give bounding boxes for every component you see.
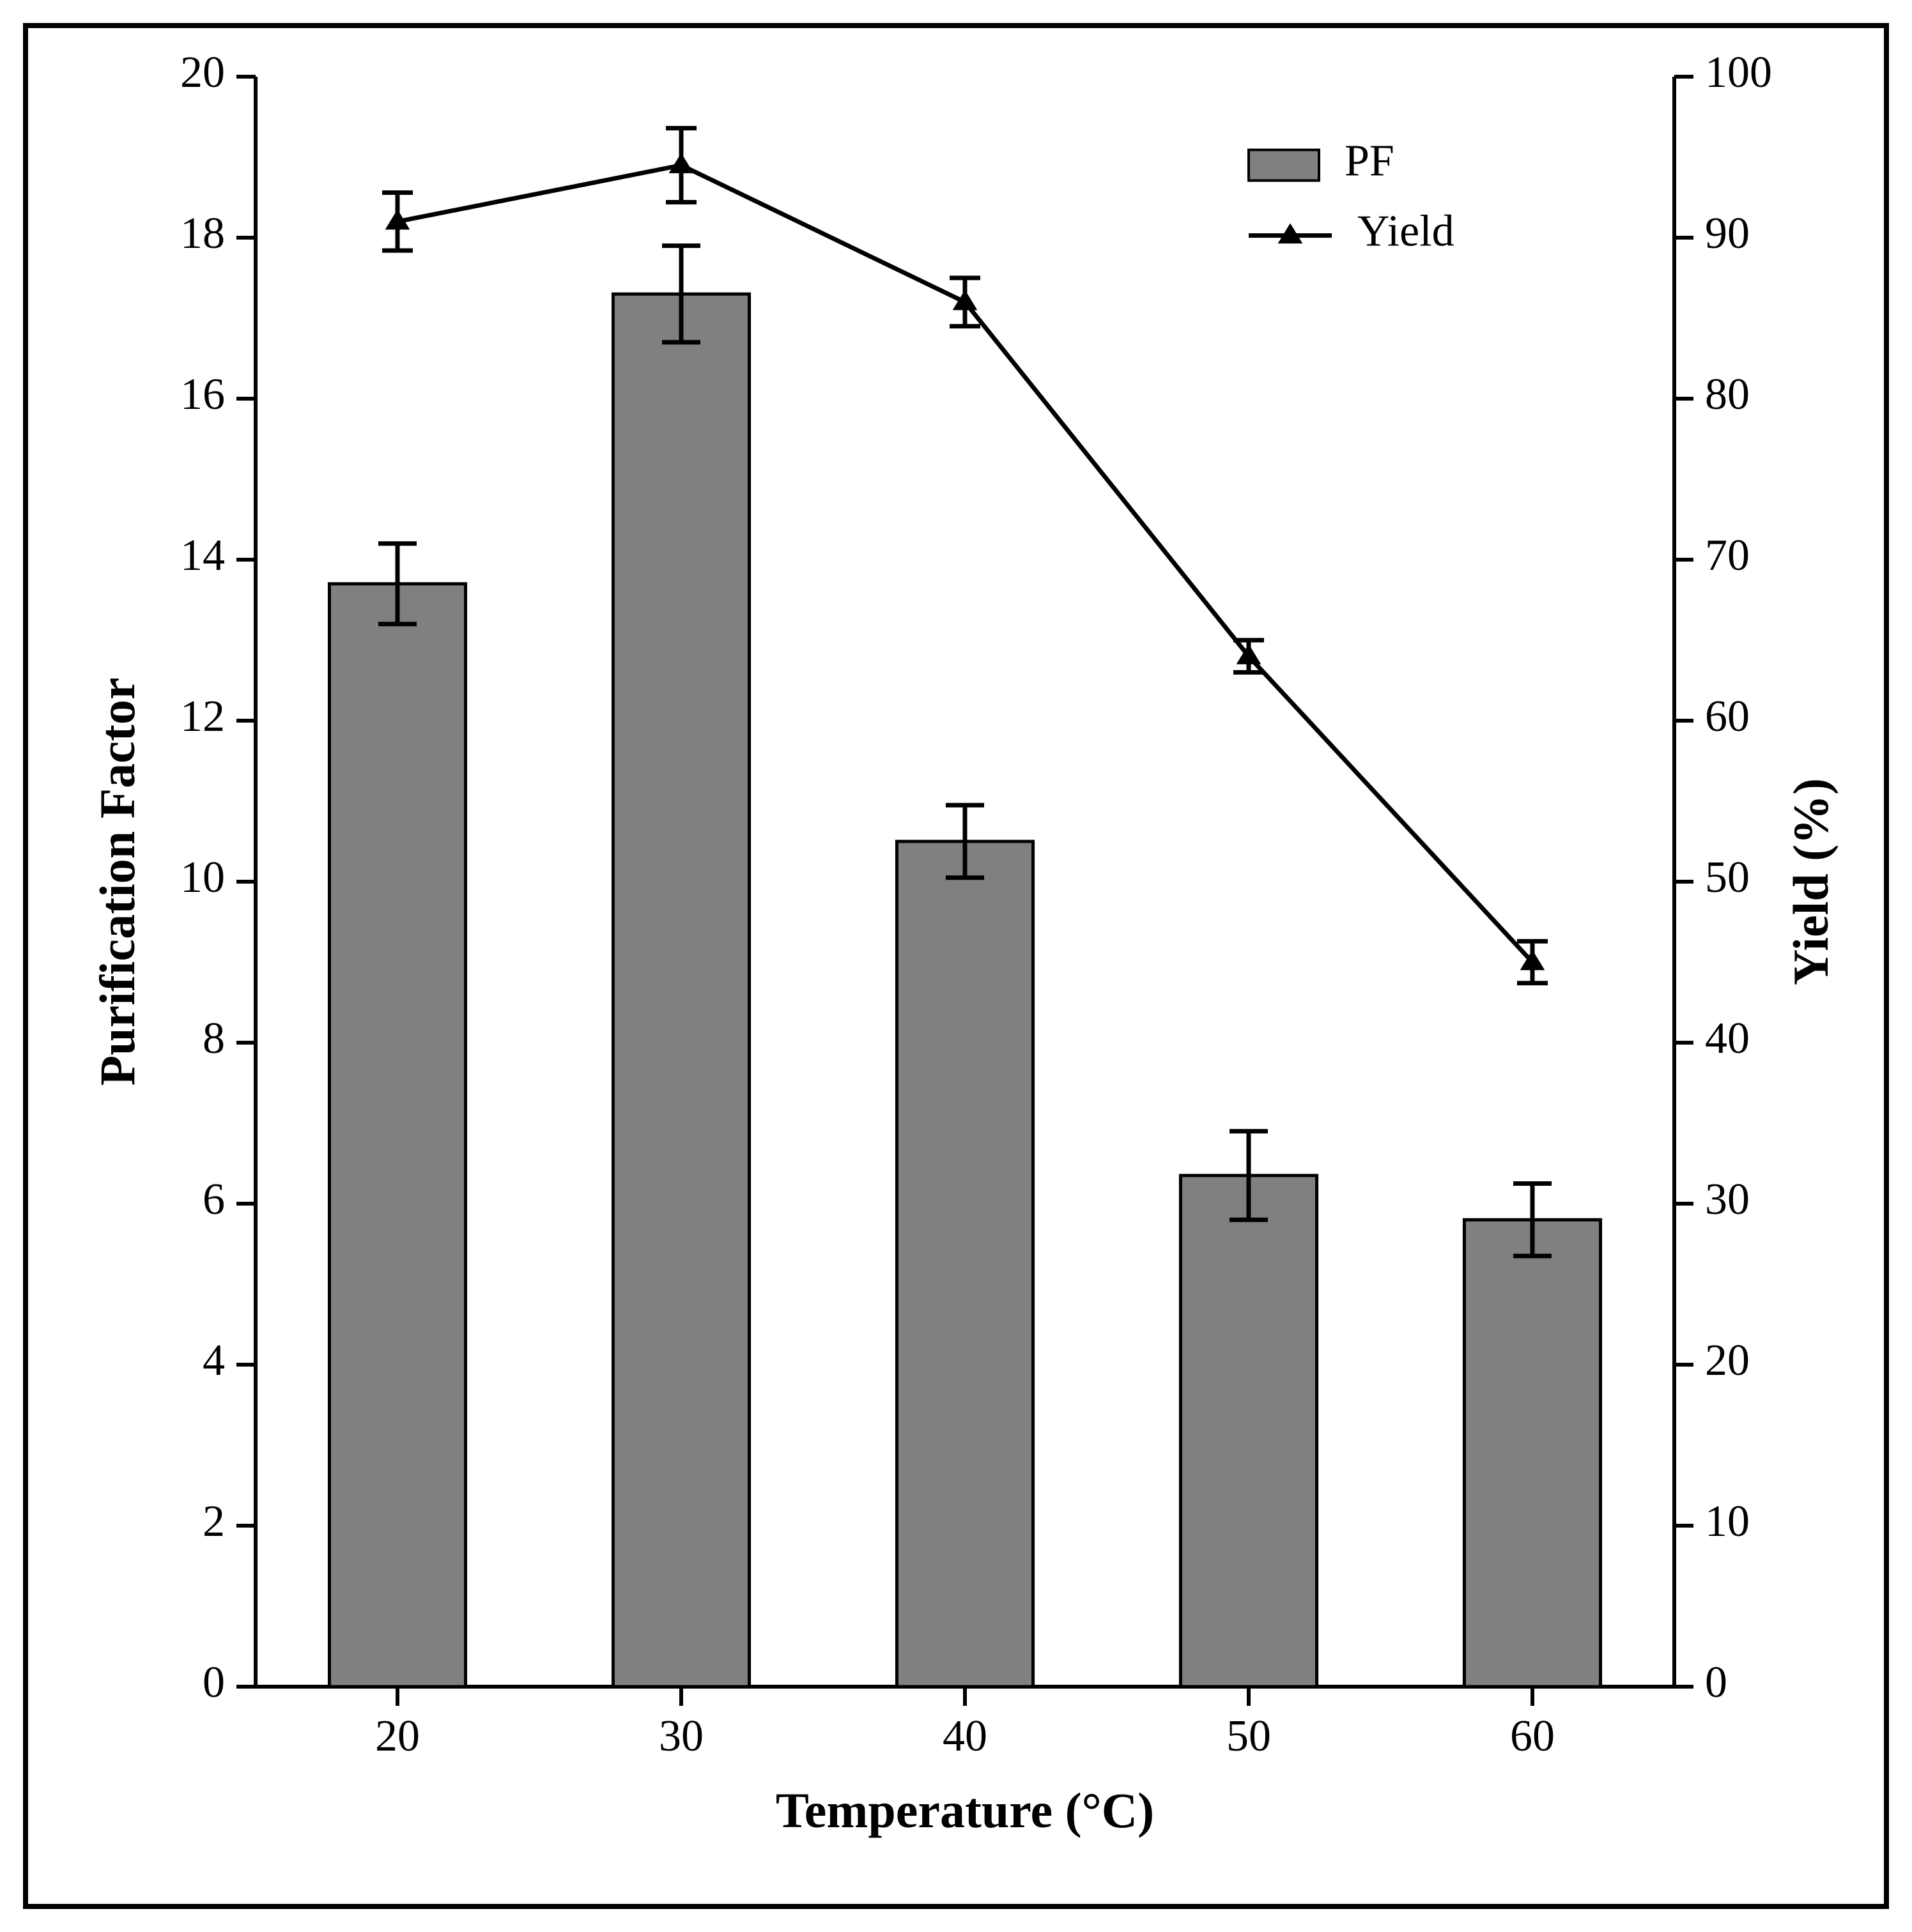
- y-right-tick-label: 70: [1705, 531, 1750, 580]
- y-right-tick-label: 60: [1705, 692, 1750, 741]
- bar: [329, 584, 465, 1687]
- y-left-tick-label: 0: [203, 1658, 225, 1707]
- legend-swatch-bar: [1249, 150, 1319, 181]
- y-right-tick-label: 40: [1705, 1014, 1750, 1063]
- y-left-tick-label: 20: [180, 48, 225, 97]
- y-right-tick-label: 100: [1705, 48, 1772, 97]
- y-right-tick-label: 30: [1705, 1175, 1750, 1224]
- yield-marker-icon: [670, 154, 692, 172]
- x-tick-label: 30: [659, 1712, 704, 1761]
- legend-label-pf: PF: [1345, 137, 1394, 186]
- y-left-tick-label: 10: [180, 853, 225, 902]
- y-left-tick-label: 6: [203, 1175, 225, 1224]
- chart-svg: 0 2 4 6 8 10 12 14 16 18 20 0 10 20 30 40 50 60 70 80 90 100 2…: [0, 0, 1912, 1932]
- y-right-tick-label: 50: [1705, 853, 1750, 902]
- chart-container: 0 2 4 6 8 10 12 14 16 18 20 0 10 20 30 40 50 60 70 80 90 100 2…: [0, 0, 1912, 1932]
- y-left-tick-label: 18: [180, 209, 225, 258]
- y-left-tick-label: 8: [203, 1014, 225, 1063]
- y-left-tick-label: 12: [180, 692, 225, 741]
- y-left-tick-label: 4: [203, 1336, 225, 1385]
- x-tick-label: 40: [943, 1712, 987, 1761]
- y-right-tick-label: 20: [1705, 1336, 1750, 1385]
- y-left-axis-title: Purification Factor: [89, 678, 145, 1086]
- y-left-tick-label: 2: [203, 1497, 225, 1546]
- x-tick-label: 60: [1510, 1712, 1555, 1761]
- y-right-tick-label: 10: [1705, 1497, 1750, 1546]
- y-right-axis-title: Yield (%): [1783, 778, 1839, 985]
- x-tick-label: 50: [1226, 1712, 1271, 1761]
- legend-label-yield: Yield: [1357, 207, 1454, 256]
- y-right-tick-label: 90: [1705, 209, 1750, 258]
- x-tick-label: 20: [375, 1712, 420, 1761]
- x-axis-title: Temperature (°C): [776, 1782, 1154, 1838]
- bar: [1180, 1176, 1316, 1687]
- y-right-tick-label: 0: [1705, 1658, 1727, 1707]
- legend: PF Yield: [1249, 137, 1454, 256]
- y-right-tick-label: 80: [1705, 370, 1750, 419]
- bar: [613, 294, 749, 1687]
- y-left-tick-label: 16: [180, 370, 225, 419]
- bar: [1464, 1220, 1600, 1687]
- y-left-tick-label: 14: [180, 531, 225, 580]
- bar: [897, 841, 1033, 1687]
